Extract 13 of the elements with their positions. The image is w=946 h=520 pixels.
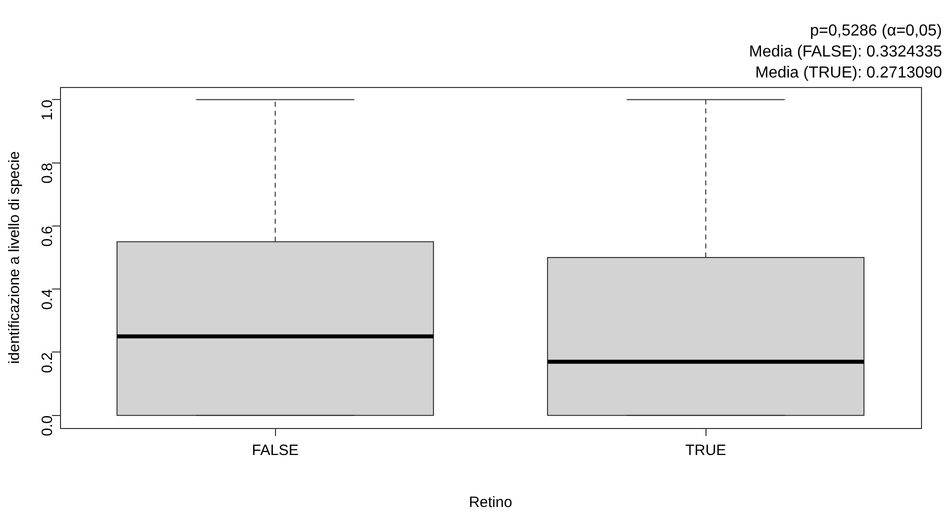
y-tick-label: 0.8 xyxy=(39,162,56,184)
text: Media (FALSE): 0.3324335 xyxy=(748,43,942,60)
y-tick-label: 0.6 xyxy=(39,226,56,247)
y-tick-label: 0.4 xyxy=(39,289,56,310)
x-tick-label: TRUE xyxy=(685,442,726,460)
y-tick-label: 1.0 xyxy=(39,100,56,120)
y-axis-title: identificazione a livello di specie xyxy=(6,151,24,364)
y-tick-label: 0.0 xyxy=(39,415,56,436)
x-tick-label: FALSE xyxy=(252,442,299,460)
text: Media (TRUE): 0.2713090 xyxy=(755,64,942,82)
y-tick-label: 0.2 xyxy=(39,352,56,374)
x-axis-title: Retino xyxy=(468,494,512,512)
text: p=0,5286 (α=0,05) xyxy=(810,22,942,40)
